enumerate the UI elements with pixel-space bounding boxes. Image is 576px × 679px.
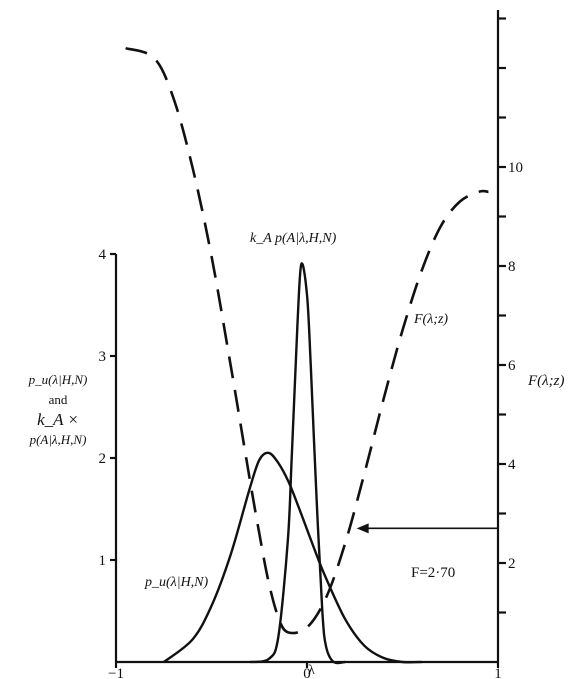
y-left-tick-label: 4 [99,247,107,263]
series-pu-curve [163,451,422,664]
x-axis-label: λ [308,663,315,678]
left-axis-label: p_u(λ|H,N) and k_A × p(A|λ,H,N) [2,370,114,450]
y-right-tick-label: 8 [508,259,516,275]
y-right-tick-label: 6 [508,358,516,374]
ticks: −1 0 1 1 2 3 4 2 4 6 8 10 [99,17,523,679]
y-left-tick-label: 1 [99,553,107,569]
x-tick-label: 1 [494,666,502,679]
left-axis-label-line-1: p_u(λ|H,N) [28,372,88,387]
series-kA-curve [249,262,346,665]
annotations: k_A p(A|λ,H,N) F(λ;z) F=2·70 p_u(λ|H,N) … [144,231,564,678]
left-axis-label-line-2: and [48,392,68,407]
threshold-arrow-head [356,523,369,534]
annotation-F-label: F(λ;z) [413,312,448,327]
left-axis-label-line-3: k_A × [37,410,79,429]
annotation-pu-label: p_u(λ|H,N) [144,575,209,590]
curves [125,46,498,665]
y-right-tick-label: 2 [508,556,516,572]
y-right-tick-label: 10 [508,160,523,176]
x-tick-label: 0 [303,666,311,679]
y-right-tick-label: 4 [508,457,516,473]
annotation-kA-label: k_A p(A|λ,H,N) [250,231,337,246]
annotation-F-threshold-label: F=2·70 [411,565,455,581]
series-F-curve [125,46,489,635]
right-axis-label: F(λ;z) [527,373,564,389]
y-left-tick-label: 2 [99,451,107,467]
x-tick-label: −1 [108,666,124,679]
left-axis-label-line-4: p(A|λ,H,N) [29,432,87,447]
y-left-tick-label: 3 [99,349,107,365]
